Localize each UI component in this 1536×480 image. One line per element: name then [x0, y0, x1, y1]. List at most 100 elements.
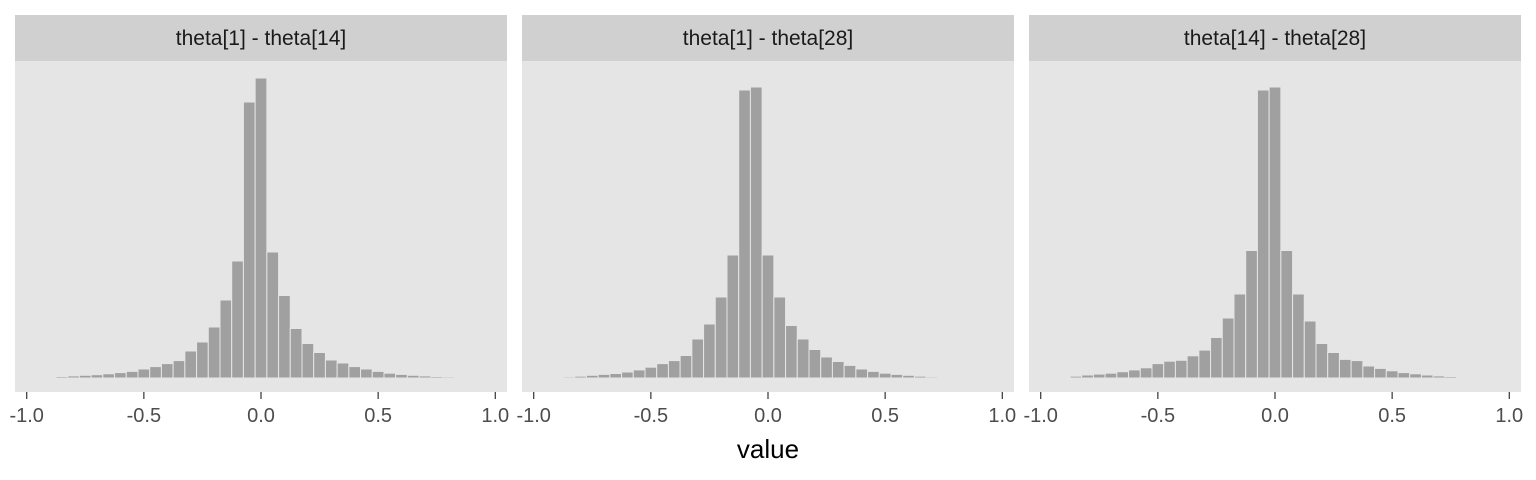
histogram-bar [301, 343, 315, 379]
histogram-bar [925, 376, 939, 379]
histogram-bar [1397, 372, 1411, 379]
histogram-bar [843, 364, 857, 379]
histogram-bar [1420, 374, 1434, 379]
x-tick-label: 1.0 [988, 405, 1016, 427]
histogram-bar [1198, 349, 1212, 379]
histogram-bar [1116, 371, 1130, 379]
histogram-bar [184, 350, 198, 379]
histogram-bar [644, 366, 658, 379]
histogram-bar [418, 375, 432, 379]
facet-strip-label: theta[14] - theta[28] [1184, 27, 1366, 50]
histogram-bar [1432, 375, 1446, 379]
facet-strip [522, 15, 1014, 61]
histogram-bar [890, 373, 904, 379]
histogram-bar [726, 254, 740, 379]
histogram-bar [149, 366, 162, 379]
x-tick-label: 1.0 [1495, 405, 1523, 427]
x-tick-label: 0.5 [1378, 405, 1406, 427]
histogram-bar [749, 86, 763, 379]
histogram-bar [679, 355, 693, 379]
histogram-bar [266, 251, 280, 379]
histogram-bar [1163, 360, 1176, 379]
histogram-bar [1210, 337, 1223, 379]
histogram-bar [562, 376, 576, 379]
histogram-bar [1467, 376, 1481, 379]
histogram-bar [691, 338, 705, 379]
histogram-bar [621, 371, 634, 379]
facet-panels: theta[1] - theta[14]-1.0 -0.5 0.0 0.5 1.0the… [9, 15, 1523, 427]
histogram-bar [1268, 86, 1282, 379]
x-tick-label: -0.5 [634, 405, 668, 427]
histogram-bar [114, 372, 127, 379]
histogram-bar [785, 325, 798, 379]
histogram-bar [90, 374, 104, 379]
histogram-bar [242, 101, 256, 379]
x-tick-label: 0.5 [364, 405, 392, 427]
histogram-bar [383, 372, 397, 379]
histogram-bar [867, 370, 880, 379]
x-tick-label: 0.5 [871, 405, 899, 427]
histogram-bar [406, 374, 420, 379]
histogram-bar [1139, 367, 1153, 379]
histogram-bar [902, 374, 915, 379]
histogram-bar [597, 373, 611, 379]
histogram-bar [1303, 320, 1317, 379]
histogram-bar [1069, 375, 1083, 379]
facet-panel: theta[14] - theta[28] -1.0 -0.5 0.0 0.5 1.0 [1023, 15, 1523, 427]
x-tick-label: -1.0 [9, 405, 43, 427]
histogram-bar [1456, 376, 1469, 379]
histogram-bar [1374, 367, 1387, 379]
histogram-bar [395, 373, 408, 379]
histogram-bar [313, 352, 326, 379]
histogram-bar [278, 295, 291, 379]
histogram-bar [1186, 355, 1200, 379]
histogram-bar [442, 376, 455, 379]
histogram-bar [1338, 358, 1352, 379]
histogram-bar [820, 356, 833, 379]
histogram-bar [773, 296, 787, 379]
histogram-bar [1385, 370, 1399, 379]
histogram-bar [808, 349, 822, 379]
histogram-bar [1233, 293, 1247, 379]
histogram-bar [360, 368, 373, 379]
histogram-bar [67, 375, 80, 379]
histogram-bar [585, 374, 599, 379]
histogram-bar [714, 296, 728, 379]
x-tick-label: -0.5 [1141, 405, 1175, 427]
histogram-bar [336, 362, 350, 379]
histogram-bar [913, 375, 927, 379]
histogram-bar [160, 363, 174, 379]
x-axis-title: value [737, 434, 799, 464]
histogram-bar [78, 374, 92, 379]
histogram-bar [855, 368, 869, 379]
facet-strip-label: theta[1] - theta[28] [683, 27, 853, 50]
histogram-bar [289, 328, 303, 379]
x-tick-label: 0.0 [247, 405, 275, 427]
histogram-bar [137, 368, 151, 379]
histogram-bar [1362, 365, 1376, 379]
histogram-bar [1151, 363, 1165, 379]
histogram-bar [667, 360, 681, 379]
histogram-bar [465, 376, 479, 379]
histogram-bar [609, 373, 623, 379]
histogram-bar [1315, 343, 1329, 379]
histogram-bar [1350, 360, 1364, 379]
histogram-bar [43, 376, 57, 379]
histogram-bar [796, 338, 810, 379]
histogram-bar [574, 375, 587, 379]
x-tick-label: 0.0 [754, 405, 782, 427]
histogram-bar [761, 254, 775, 379]
histogram-bar [453, 376, 467, 379]
histogram-bar [1081, 374, 1094, 379]
histogram-bar [1057, 376, 1071, 379]
x-tick-label: -1.0 [1023, 405, 1057, 427]
histogram-bar [430, 376, 444, 379]
histogram-bar [1256, 89, 1270, 379]
histogram-bar [324, 359, 338, 379]
histogram-bar [632, 369, 646, 379]
histogram-bar [738, 89, 751, 379]
histogram-bar [231, 260, 244, 379]
histogram-bar [172, 360, 186, 379]
histogram-bar [207, 326, 221, 379]
